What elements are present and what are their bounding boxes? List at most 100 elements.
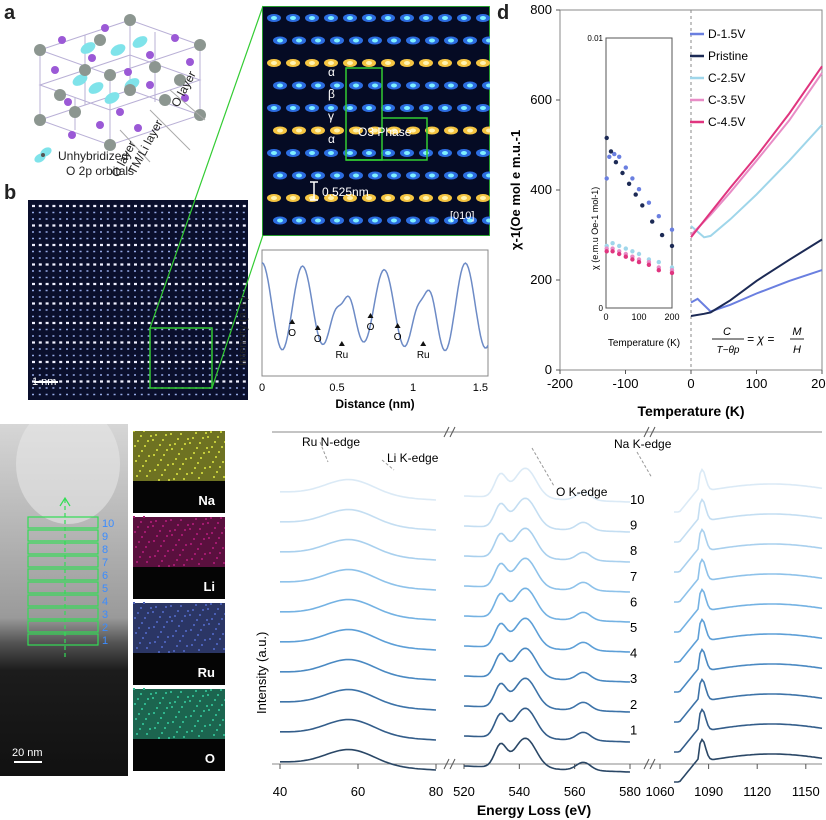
- series-line-c-4.5v: [690, 65, 823, 238]
- atom-core: [442, 196, 448, 200]
- formula-m: M: [792, 326, 802, 338]
- scan-region-box: [27, 542, 99, 555]
- atom-core: [404, 61, 410, 65]
- atom-core: [467, 173, 473, 178]
- atom-core: [296, 218, 302, 223]
- atom-core: [353, 83, 359, 88]
- atom-core: [366, 196, 372, 200]
- eels-na-k-curve: [674, 557, 823, 603]
- y-tick-label: 800: [530, 2, 552, 17]
- eels-na-k-curve: [674, 587, 823, 633]
- scan-region-number: 9: [102, 531, 108, 543]
- eels-tick-label: 40: [273, 784, 287, 799]
- inset-point-d-1.5v: [669, 227, 675, 232]
- panel-label-a: a: [4, 2, 16, 24]
- inset-point-d-1.5v: [607, 154, 612, 159]
- atom-core: [391, 128, 397, 133]
- atom-core: [467, 128, 473, 133]
- atom-core: [461, 16, 467, 20]
- profile-xtick-2: 1: [410, 382, 416, 394]
- tm-li-atom: [68, 131, 76, 139]
- atom-core: [391, 173, 397, 178]
- inset-point-c-4.5v: [646, 262, 652, 267]
- atom-core: [480, 16, 486, 20]
- inset-point-pristine: [659, 232, 665, 238]
- atom-core: [442, 106, 448, 110]
- inset-point-c-2.5v: [610, 241, 615, 246]
- axis-break: [443, 758, 456, 770]
- y-tick-label: 0: [545, 362, 552, 377]
- atom-core: [372, 38, 378, 43]
- panel-label-b: b: [4, 182, 17, 204]
- eels-li-ru-curve: [280, 568, 437, 591]
- series-line-pristine: [690, 238, 823, 317]
- inset-point-d-1.5v: [636, 187, 642, 192]
- inset-point-pristine: [669, 243, 675, 249]
- atom-core: [271, 106, 277, 110]
- spectrum-number-label: 4: [630, 646, 637, 661]
- inset-point-c-4.5v: [617, 251, 622, 257]
- atom-core: [334, 218, 340, 223]
- atom-core: [277, 83, 283, 88]
- zoom-region-box: [149, 327, 213, 389]
- inset-point-c-2.5v: [636, 251, 642, 257]
- scale-bar-c-label: 20 nm: [12, 747, 43, 759]
- scan-region-number: 1: [102, 635, 108, 647]
- scan-region-box: [27, 568, 99, 581]
- eels-li-ru-curve: [280, 538, 437, 561]
- oxygen-atom: [149, 61, 161, 73]
- atom-core: [290, 61, 296, 65]
- atom-core: [366, 151, 372, 155]
- atom-core: [328, 106, 334, 110]
- atom-core: [353, 218, 359, 223]
- axis-break: [443, 426, 456, 438]
- atom-core: [290, 106, 296, 110]
- eels-tick-label: 520: [453, 784, 475, 799]
- eds-map-speckle: [133, 516, 226, 567]
- stack-beta: β: [328, 87, 335, 101]
- eels-li-ru-curve: [280, 718, 437, 741]
- eels-tick-label: 580: [619, 784, 641, 799]
- profile-peak-label: O: [394, 332, 402, 343]
- profile-peak-marker: [394, 323, 401, 328]
- intensity-line-profile: O O Ru O O Ru Intensity (a.u.) 0 0.5 1 1.5 Di…: [238, 249, 489, 411]
- inset-point-pristine: [613, 160, 619, 165]
- eels-na-k-curve: [674, 707, 823, 753]
- profile-peak-marker: [289, 319, 296, 324]
- o-2p-orbital: [80, 42, 96, 54]
- spectrum-number-label: 8: [630, 543, 637, 558]
- atom-core: [353, 173, 359, 178]
- inset-point-c-2.5v: [630, 249, 635, 254]
- formula-chi: = χ =: [747, 332, 774, 346]
- inset-point-c-4.5v: [610, 249, 615, 254]
- o-2p-orbital: [132, 36, 148, 48]
- atom-core: [277, 38, 283, 43]
- atom-core: [442, 61, 448, 65]
- atom-core: [429, 83, 435, 88]
- atom-core: [391, 218, 397, 223]
- profile-peak-label: O: [314, 334, 322, 345]
- atom-core: [448, 83, 454, 88]
- spectrum-number-label: 10: [630, 492, 644, 507]
- atom-core: [296, 38, 302, 43]
- crystal-structure-diagram: O layer TM/Li layer O layer Unhybridized…: [34, 14, 206, 179]
- atom-core: [423, 106, 429, 110]
- atom-core: [353, 38, 359, 43]
- inset-x-tick-label: 100: [631, 312, 646, 322]
- profile-peak-label: Ru: [417, 350, 430, 361]
- atom-core: [404, 151, 410, 155]
- formula-denominator: T−θp: [717, 345, 740, 356]
- atom-core: [315, 128, 321, 133]
- tm-li-atom: [96, 121, 104, 129]
- inset-point-pristine: [626, 181, 632, 186]
- atom-core: [423, 196, 429, 200]
- atom-core: [423, 61, 429, 65]
- eels-li-ru-curve: [280, 628, 437, 651]
- y-tick-label: 200: [530, 272, 552, 287]
- atom-core: [385, 61, 391, 65]
- formula-c: C: [723, 326, 731, 338]
- eels-na-k-curve: [674, 677, 823, 723]
- atom-core: [347, 151, 353, 155]
- scan-region-box: [27, 607, 99, 620]
- atom-core: [271, 151, 277, 155]
